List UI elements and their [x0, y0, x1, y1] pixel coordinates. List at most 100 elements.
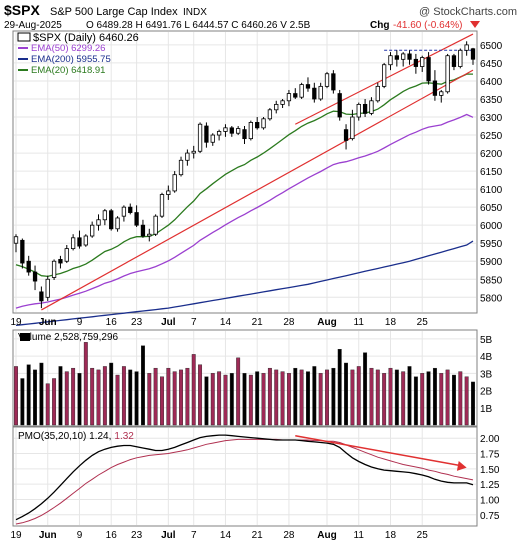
- volume-tick-label: 3B: [480, 369, 493, 380]
- candle-body: [77, 237, 82, 247]
- pmo-tick-label: 1.50: [480, 465, 500, 476]
- pmo-signal-value: 1.32: [114, 431, 134, 442]
- volume-bar: [229, 373, 234, 426]
- volume-bar: [369, 367, 374, 426]
- candle-body: [223, 127, 228, 132]
- x-tick-label: 9: [77, 317, 83, 328]
- candle-body: [178, 159, 184, 176]
- price-tick-label: 6500: [480, 41, 503, 52]
- price-tick-label: 6100: [480, 185, 503, 196]
- price-tick-label: 6450: [480, 59, 503, 70]
- price-tick-label: 6350: [480, 95, 503, 106]
- volume-bar: [58, 366, 63, 426]
- candle-body: [413, 58, 419, 67]
- candle-body: [470, 48, 476, 60]
- candle-body: [216, 131, 222, 136]
- volume-tick-label: 1B: [480, 404, 493, 415]
- legend-ema50: EMA(50) 6299.26: [31, 43, 105, 54]
- candle-body: [115, 217, 120, 230]
- x-tick-label: 11: [354, 530, 365, 541]
- candle-body: [140, 224, 146, 237]
- candle-body: [407, 53, 412, 60]
- volume-bar: [407, 366, 412, 426]
- ohlc-readout: O 6489.28 H 6491.76 L 6444.57 C 6460.26 …: [86, 20, 311, 31]
- candle-body: [293, 93, 298, 98]
- volume-bar: [198, 364, 203, 426]
- volume-bar: [312, 366, 317, 426]
- x-tick-label: 21: [252, 317, 264, 328]
- price-tick-label: 5850: [480, 275, 503, 286]
- volume-bar: [204, 376, 209, 426]
- volume-bar: [306, 371, 310, 426]
- candle-body: [337, 93, 342, 118]
- candle-body: [64, 248, 69, 262]
- volume-bar: [401, 371, 406, 426]
- volume-bar: [426, 371, 431, 426]
- volume-bar: [115, 374, 120, 426]
- candle-body: [90, 224, 95, 237]
- candle-body: [147, 233, 152, 237]
- candle-body: [318, 85, 323, 100]
- volume-bar: [439, 373, 444, 426]
- candle-body: [451, 55, 457, 67]
- volume-bar: [318, 373, 323, 426]
- pmo-trend-arrow: [295, 435, 461, 467]
- x-axis-price: 19 Jun 9 16 23 Jul 7 14 21 28 Aug 11 18 25: [10, 317, 428, 328]
- candle-body: [70, 237, 76, 250]
- candle-body: [51, 260, 57, 278]
- symbol-title: $SPX: [4, 2, 40, 18]
- x-tick-label: 28: [283, 317, 295, 328]
- volume-bar: [223, 374, 228, 426]
- volume-bar: [267, 367, 272, 426]
- volume-bar: [261, 373, 266, 426]
- candle-body: [83, 235, 88, 246]
- volume-bar: [166, 367, 171, 426]
- candle-body: [312, 87, 317, 100]
- price-tick-label: 5800: [480, 293, 503, 304]
- channel-lower-line: [41, 69, 474, 311]
- price-tick-label: 6300: [480, 113, 503, 124]
- candle-body: [172, 174, 177, 192]
- candle-body: [331, 73, 336, 91]
- volume-bar: [331, 367, 336, 426]
- volume-label: Volume 2,528,759,296: [18, 332, 119, 343]
- x-tick-label: 18: [385, 317, 397, 328]
- volume-bar: [26, 364, 31, 426]
- candle-body: [229, 127, 234, 134]
- candle-body: [45, 278, 50, 298]
- volume-bar: [90, 367, 95, 426]
- volume-bar: [458, 371, 463, 426]
- pmo-grid: 0.75 1.00 1.25 1.50 1.75 2.00: [14, 428, 500, 525]
- price-legend: $SPX (Daily) 6460.26 EMA(50) 6299.26 EMA…: [17, 32, 139, 76]
- pmo-label: PMO(35,20,10) 1.24,: [18, 431, 111, 442]
- watermark: @ StockCharts.com: [419, 6, 517, 18]
- volume-bar: [325, 369, 329, 426]
- candle-body: [305, 84, 311, 89]
- volume-bar: [236, 357, 241, 426]
- volume-bar: [255, 371, 260, 426]
- x-tick-label: 25: [417, 530, 429, 541]
- volume-bar: [185, 367, 190, 426]
- candle-body: [426, 57, 431, 82]
- x-tick-label: 23: [131, 317, 143, 328]
- volume-bars: [14, 342, 475, 426]
- volume-bar: [147, 373, 152, 426]
- candle-body: [13, 236, 19, 244]
- x-tick-label: 16: [106, 317, 118, 328]
- index-name: S&P 500 Large Cap Index: [50, 6, 178, 18]
- price-tick-label: 6050: [480, 203, 503, 214]
- candlesticks: [13, 41, 476, 309]
- candle-body: [356, 103, 361, 118]
- volume-bar: [420, 373, 425, 426]
- volume-bar: [286, 373, 291, 426]
- candle-body: [32, 271, 38, 282]
- volume-bar: [280, 371, 285, 426]
- pmo-tick-label: 1.00: [480, 495, 500, 506]
- candle-body: [210, 134, 215, 143]
- pmo-label-group: PMO(35,20,10) 1.24, 1.32: [18, 431, 134, 442]
- volume-bar: [33, 369, 37, 426]
- volume-bar: [363, 352, 368, 426]
- candle-body: [375, 85, 380, 102]
- candle-body: [261, 118, 266, 129]
- candle-body: [96, 219, 101, 226]
